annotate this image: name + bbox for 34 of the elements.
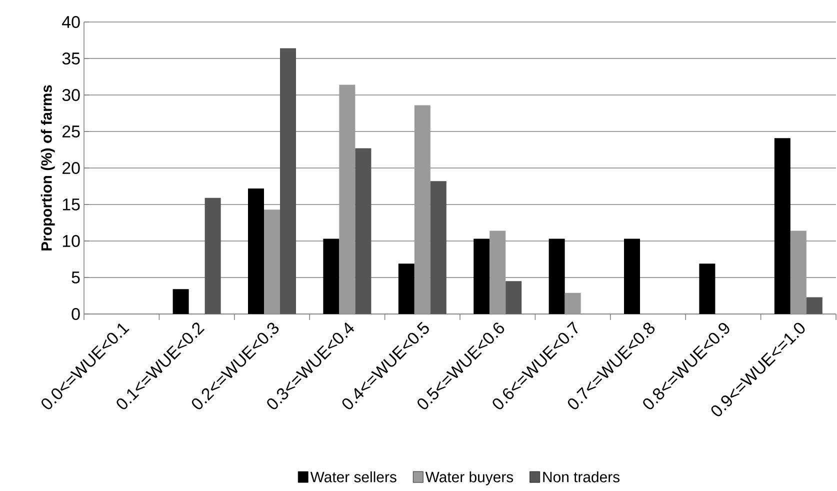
bar xyxy=(774,138,790,314)
bar xyxy=(806,297,822,314)
bar xyxy=(490,230,506,314)
bar xyxy=(280,48,296,314)
y-tick-label: 25 xyxy=(62,126,80,138)
bar xyxy=(474,238,490,314)
bar xyxy=(624,238,640,314)
bar xyxy=(414,105,430,314)
bar xyxy=(398,264,414,314)
y-tick-label: 30 xyxy=(62,89,80,102)
bar xyxy=(564,292,581,314)
legend-label: Water sellers xyxy=(310,471,396,482)
bar xyxy=(548,238,565,314)
legend-label: Water buyers xyxy=(425,471,514,486)
bar xyxy=(204,198,221,314)
y-tick-label: 35 xyxy=(62,52,80,65)
bar xyxy=(339,84,356,314)
y-tick-label: 5 xyxy=(72,272,80,284)
bar xyxy=(323,238,340,314)
bar xyxy=(790,230,806,314)
bar xyxy=(248,188,264,314)
bar xyxy=(355,148,372,314)
bar xyxy=(699,264,716,314)
y-tick-label: 20 xyxy=(62,162,80,174)
y-tick-label: 0 xyxy=(72,308,80,320)
legend-label: Non traders xyxy=(543,471,620,482)
bar xyxy=(172,289,189,314)
y-axis-title: Proportion (%) of farms xyxy=(40,85,55,250)
y-tick-label: 10 xyxy=(62,235,80,247)
bar xyxy=(506,281,522,314)
y-tick-label: 40 xyxy=(62,16,80,28)
bar xyxy=(430,181,446,314)
bar xyxy=(264,210,280,314)
y-tick-label: 15 xyxy=(62,198,80,210)
